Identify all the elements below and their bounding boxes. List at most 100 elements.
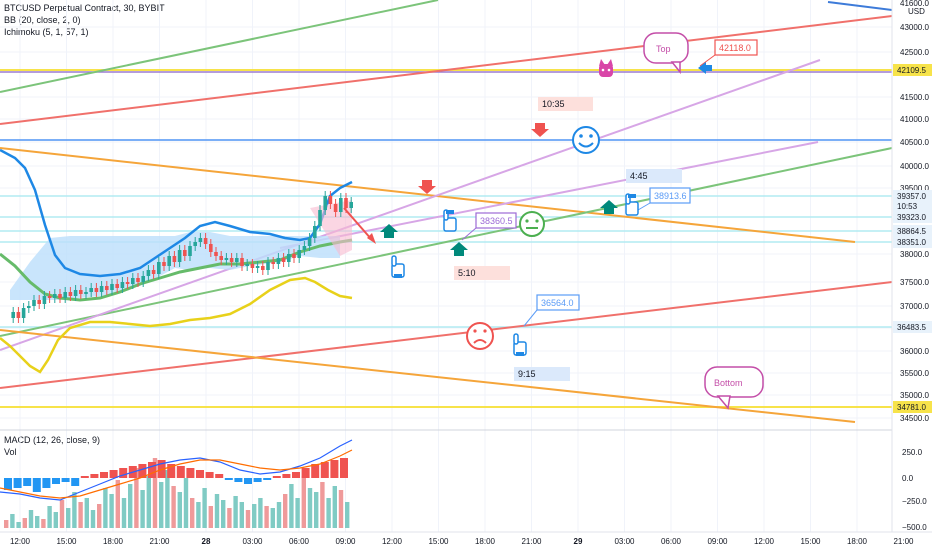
price-axis[interactable] xyxy=(892,0,932,532)
cat-face-icon[interactable] xyxy=(599,59,613,77)
trendline-orange-lower[interactable] xyxy=(0,329,856,423)
volume-bar xyxy=(53,512,58,528)
bottom-callout[interactable] xyxy=(704,366,764,398)
trendline-blue-top[interactable] xyxy=(827,1,893,11)
price-axis-ticks: 43000.0 42500.0 41500.0 41000.0 40500.0 40000… xyxy=(900,0,929,423)
arrow-down-icon[interactable] xyxy=(418,180,436,194)
candle-body xyxy=(323,196,327,210)
candle-body xyxy=(73,290,78,296)
candle-body xyxy=(250,264,255,268)
candle-body xyxy=(261,266,265,270)
volume-bar xyxy=(326,498,331,528)
price-tick-label: 41500.0 xyxy=(900,93,929,102)
candle-body xyxy=(214,252,218,256)
volume-bar xyxy=(196,502,201,528)
candle-body xyxy=(307,238,312,246)
macd-histogram-bar xyxy=(205,472,214,478)
time-tick-label: 06:00 xyxy=(661,537,682,546)
time-range-box-1[interactable] xyxy=(538,97,593,111)
price-label-callout-1[interactable] xyxy=(714,39,758,56)
price-label-callout-3[interactable] xyxy=(649,187,691,204)
candle-body xyxy=(292,254,296,258)
hand-pointer-icon[interactable] xyxy=(513,333,527,356)
smile-icon[interactable] xyxy=(572,126,600,154)
volume-bar xyxy=(115,480,120,528)
price-label-text-4: 36564.0 xyxy=(541,298,574,308)
volume-bar xyxy=(22,518,27,528)
volume-bar xyxy=(183,478,189,528)
price-label-text-3: 38913.6 xyxy=(654,191,687,201)
candle-body xyxy=(183,250,187,256)
volume-bar xyxy=(134,468,139,528)
volume-bar xyxy=(165,470,170,528)
macd-histogram-bar xyxy=(4,478,12,490)
sad-face-icon[interactable] xyxy=(466,322,494,350)
price-tag-label: 10:53 xyxy=(897,202,918,211)
volume-bar xyxy=(239,502,244,528)
macd-histogram-bar xyxy=(186,468,195,478)
time-range-box-2[interactable] xyxy=(454,266,510,280)
time-tick-label: 18:00 xyxy=(847,537,868,546)
price-tag-label: 36483.5 xyxy=(897,323,926,332)
trendline-red-lower[interactable] xyxy=(0,281,893,389)
arrow-up-icon[interactable] xyxy=(600,200,618,214)
arrow-left-icon[interactable] xyxy=(698,62,712,74)
volume-bar xyxy=(190,498,195,528)
arrow-up-icon[interactable] xyxy=(380,224,398,238)
macd-histogram-bar xyxy=(13,478,22,488)
candle-body xyxy=(281,258,286,262)
volume-bar xyxy=(338,490,344,528)
price-label-callout-4[interactable] xyxy=(536,294,580,311)
price-tick-label: 42500.0 xyxy=(900,48,929,57)
volume-bar xyxy=(28,510,34,528)
arrow-down-icon[interactable] xyxy=(531,123,549,137)
price-label-callout-2[interactable] xyxy=(475,212,517,229)
bottom-callout-tail xyxy=(716,395,731,410)
volume-bar xyxy=(152,458,158,528)
candle-body xyxy=(131,278,135,284)
trendline-green-upper[interactable] xyxy=(0,0,439,93)
price-label-callout-3-pointer xyxy=(637,202,651,211)
time-tick-label: 12:00 xyxy=(754,537,775,546)
hand-pointer-icon[interactable] xyxy=(625,193,639,216)
time-range-box-3[interactable] xyxy=(626,169,682,183)
volume-bar xyxy=(159,482,164,528)
time-range-label-1: 10:35 xyxy=(542,99,565,109)
macd-tick-label: 0.0 xyxy=(902,474,914,483)
bottom-callout-label: Bottom xyxy=(714,378,743,388)
volume-bar xyxy=(103,488,108,528)
neutral-face-icon[interactable] xyxy=(519,211,545,237)
arrow-up-icon[interactable] xyxy=(450,242,468,256)
macd-indicator-label: MACD (12, 26, close, 9) xyxy=(4,435,101,445)
volume-bar xyxy=(78,502,83,528)
candle-body xyxy=(42,296,47,304)
candle-body xyxy=(245,264,249,266)
macd-tick-label: 250.0 xyxy=(902,448,923,457)
trendline-purple-1[interactable] xyxy=(0,59,821,351)
time-axis-ticks[interactable]: 12:00 15:00 18:00 21:00 28 03:00 06:00 09:00 12:… xyxy=(10,537,914,546)
price-tag-label: 39357.0 xyxy=(897,192,926,201)
candle-body xyxy=(224,258,229,260)
trendline-purple-2[interactable] xyxy=(279,141,819,249)
candle-body xyxy=(47,296,52,298)
hand-pointer-icon[interactable] xyxy=(443,209,457,232)
trendline-red-upper[interactable] xyxy=(0,15,893,125)
candle-body xyxy=(344,198,348,208)
macd-tick-label: −250.0 xyxy=(902,497,927,506)
volume-bar xyxy=(258,498,263,528)
trendline-orange-upper[interactable] xyxy=(0,147,856,243)
time-tick-label: 21:00 xyxy=(893,537,914,546)
hand-pointer-icon[interactable] xyxy=(391,255,405,278)
time-tick-label: 21:00 xyxy=(149,537,170,546)
time-range-box-4[interactable] xyxy=(514,367,570,381)
volume-bar xyxy=(320,482,325,528)
price-tick-label: 34500.0 xyxy=(900,414,929,423)
top-callout[interactable] xyxy=(643,32,689,64)
price-label-callout-1-pointer xyxy=(699,54,716,67)
candle-body xyxy=(203,238,208,244)
trendline-green-lower[interactable] xyxy=(0,147,893,337)
price-tag-label: 39323.0 xyxy=(897,213,926,222)
candle-body xyxy=(120,282,125,288)
price-label-text-2: 38360.5 xyxy=(480,216,513,226)
